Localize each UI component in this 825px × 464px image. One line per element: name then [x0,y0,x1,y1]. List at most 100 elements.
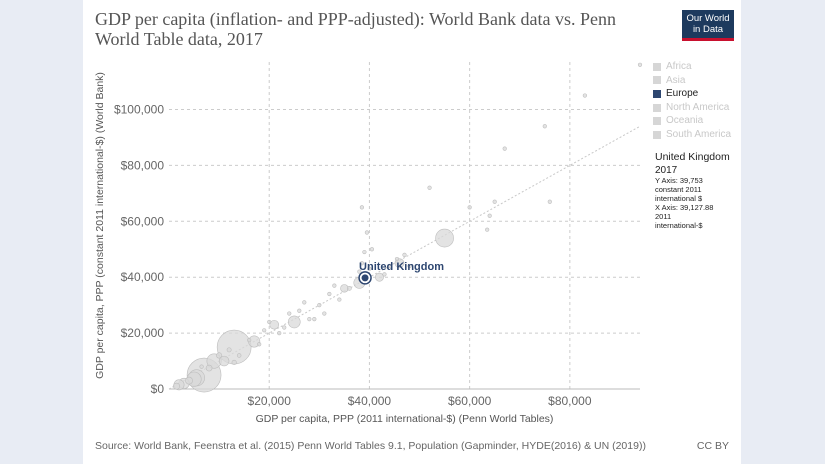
info-y-unit-2: international $ [655,194,703,203]
data-point [487,213,492,218]
data-point [287,315,301,329]
info-country: United Kingdom [655,151,730,163]
data-point [307,317,312,322]
logo-line-1: Our World [686,13,730,24]
data-point [637,62,643,67]
legend-label: North America [666,101,730,113]
data-point [502,146,507,151]
legend-item-africa[interactable]: Africa [653,60,738,74]
y-tick-label: $20,000 [121,326,165,340]
data-point [297,308,302,313]
info-year: 2017 [655,165,678,176]
x-tick-label: $40,000 [348,394,392,408]
data-point [582,93,587,98]
data-points [173,62,643,393]
chart-card: GDP per capita (inflation- and PPP-adjus… [83,0,741,464]
info-x-unit-1: 2011 [655,212,672,221]
data-point [382,272,387,277]
highlight-label: United Kingdom [359,261,444,273]
legend-label: Africa [666,61,692,72]
data-point [277,331,282,336]
data-point [205,364,213,372]
data-point [302,300,307,305]
data-point [492,199,497,204]
license-link[interactable]: CC BY [696,440,729,452]
data-point [269,319,279,330]
legend-swatch [653,76,661,85]
data-point [394,256,400,262]
data-point [226,347,232,353]
data-point [359,205,365,210]
data-point [402,252,407,257]
legend: Africa Asia Europe North America Oceania Sout… [653,60,738,142]
highlight-group: United Kingdom [358,261,444,285]
source-note: Source: World Bank, Feenstra et al. (201… [95,440,646,452]
y-tick-label: $60,000 [121,214,165,228]
data-point [327,291,332,297]
legend-label: Europe [666,88,699,100]
info-x-unit-2: international-$ [655,221,703,230]
data-point [257,342,262,347]
data-point [367,266,372,271]
legend-swatch [653,130,661,139]
data-point [357,269,362,274]
legend-item-europe[interactable]: Europe [653,87,738,101]
data-point [359,261,365,266]
chart-title: GDP per capita (inflation- and PPP-adjus… [95,9,616,49]
data-point [364,230,370,235]
data-point [467,205,472,210]
y-tick-label: $100,000 [114,103,164,117]
data-point [362,249,367,255]
legend-item-south-america[interactable]: South America [653,128,738,142]
data-point [231,359,237,365]
legend-swatch [653,62,661,71]
data-point [218,355,230,367]
data-point [485,227,490,232]
data-point [262,328,267,333]
data-point [347,286,352,291]
info-y-value: Y Axis: 39,753 [655,176,703,185]
data-point [407,263,412,269]
x-tick-label: $20,000 [248,394,292,408]
data-point [312,317,317,322]
data-point [236,353,242,358]
owid-logo[interactable]: Our World in Data [682,10,734,41]
data-point [317,303,322,308]
legend-swatch [653,89,661,98]
data-point [337,297,342,302]
data-point [247,337,252,343]
data-point [287,311,292,316]
legend-item-oceania[interactable]: Oceania [653,114,738,128]
y-axis-label: GDP per capita, PPP (constant 2011 inter… [94,72,106,379]
data-point [216,352,223,359]
hover-info: United Kingdom 2017 Y Axis: 39,753 const… [655,151,735,230]
data-point [547,199,552,204]
data-point [369,247,375,252]
scatter-plot: $20,000 $40,000 $60,000 $80,000 $0 $20,000 $40… [94,62,643,425]
data-point [199,364,204,369]
y-tick-label: $40,000 [121,270,165,284]
legend-label: Oceania [666,115,704,127]
x-tick-label: $60,000 [448,394,492,408]
x-tick-label: $80,000 [548,394,592,408]
data-point [322,311,327,316]
legend-swatch [653,103,661,112]
data-point [282,325,287,330]
axes: $20,000 $40,000 $60,000 $80,000 $0 $20,000 $40… [114,103,640,408]
data-point [435,228,454,248]
highlight-point [361,274,369,282]
data-point [185,376,193,385]
data-point [387,263,392,269]
data-point [427,185,432,190]
legend-item-north-america[interactable]: North America [653,101,738,115]
legend-label: South America [666,128,732,140]
legend-swatch [653,117,661,126]
y-tick-label: $80,000 [121,158,165,172]
x-axis-label: GDP per capita, PPP (2011 international-… [256,413,554,425]
data-point [542,124,547,129]
data-point [267,319,272,325]
logo-line-2: in Data [692,24,724,35]
gridlines [169,62,640,389]
legend-item-asia[interactable]: Asia [653,74,738,88]
info-y-unit-1: constant 2011 [655,185,702,194]
